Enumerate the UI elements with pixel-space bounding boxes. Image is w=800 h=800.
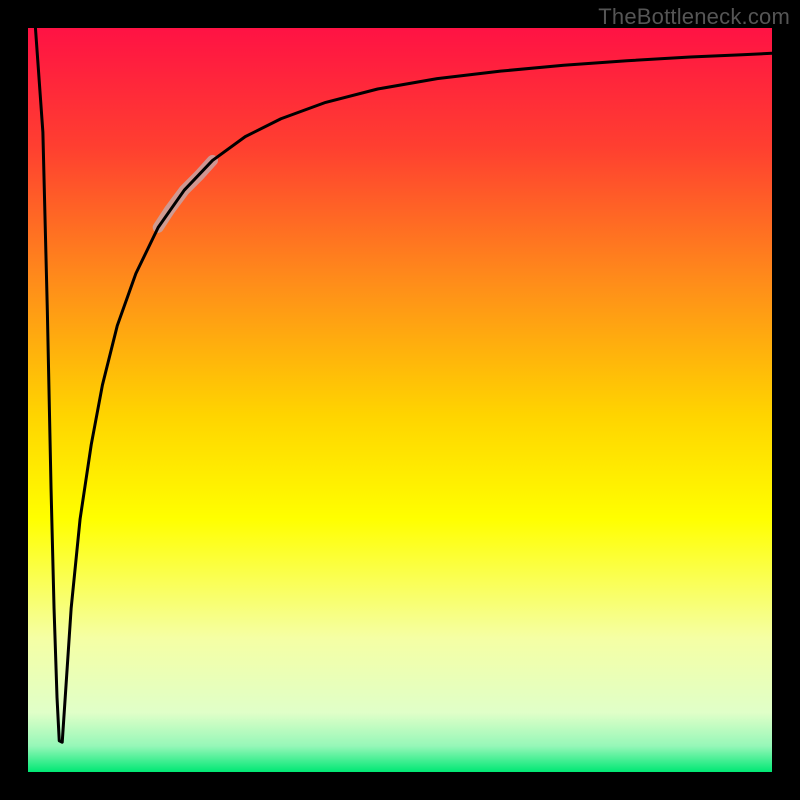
watermark-text: TheBottleneck.com [598,4,790,30]
gradient-background [28,28,772,772]
gradient-chart-svg [28,28,772,772]
chart-frame: TheBottleneck.com [0,0,800,800]
plot-area [28,28,772,772]
